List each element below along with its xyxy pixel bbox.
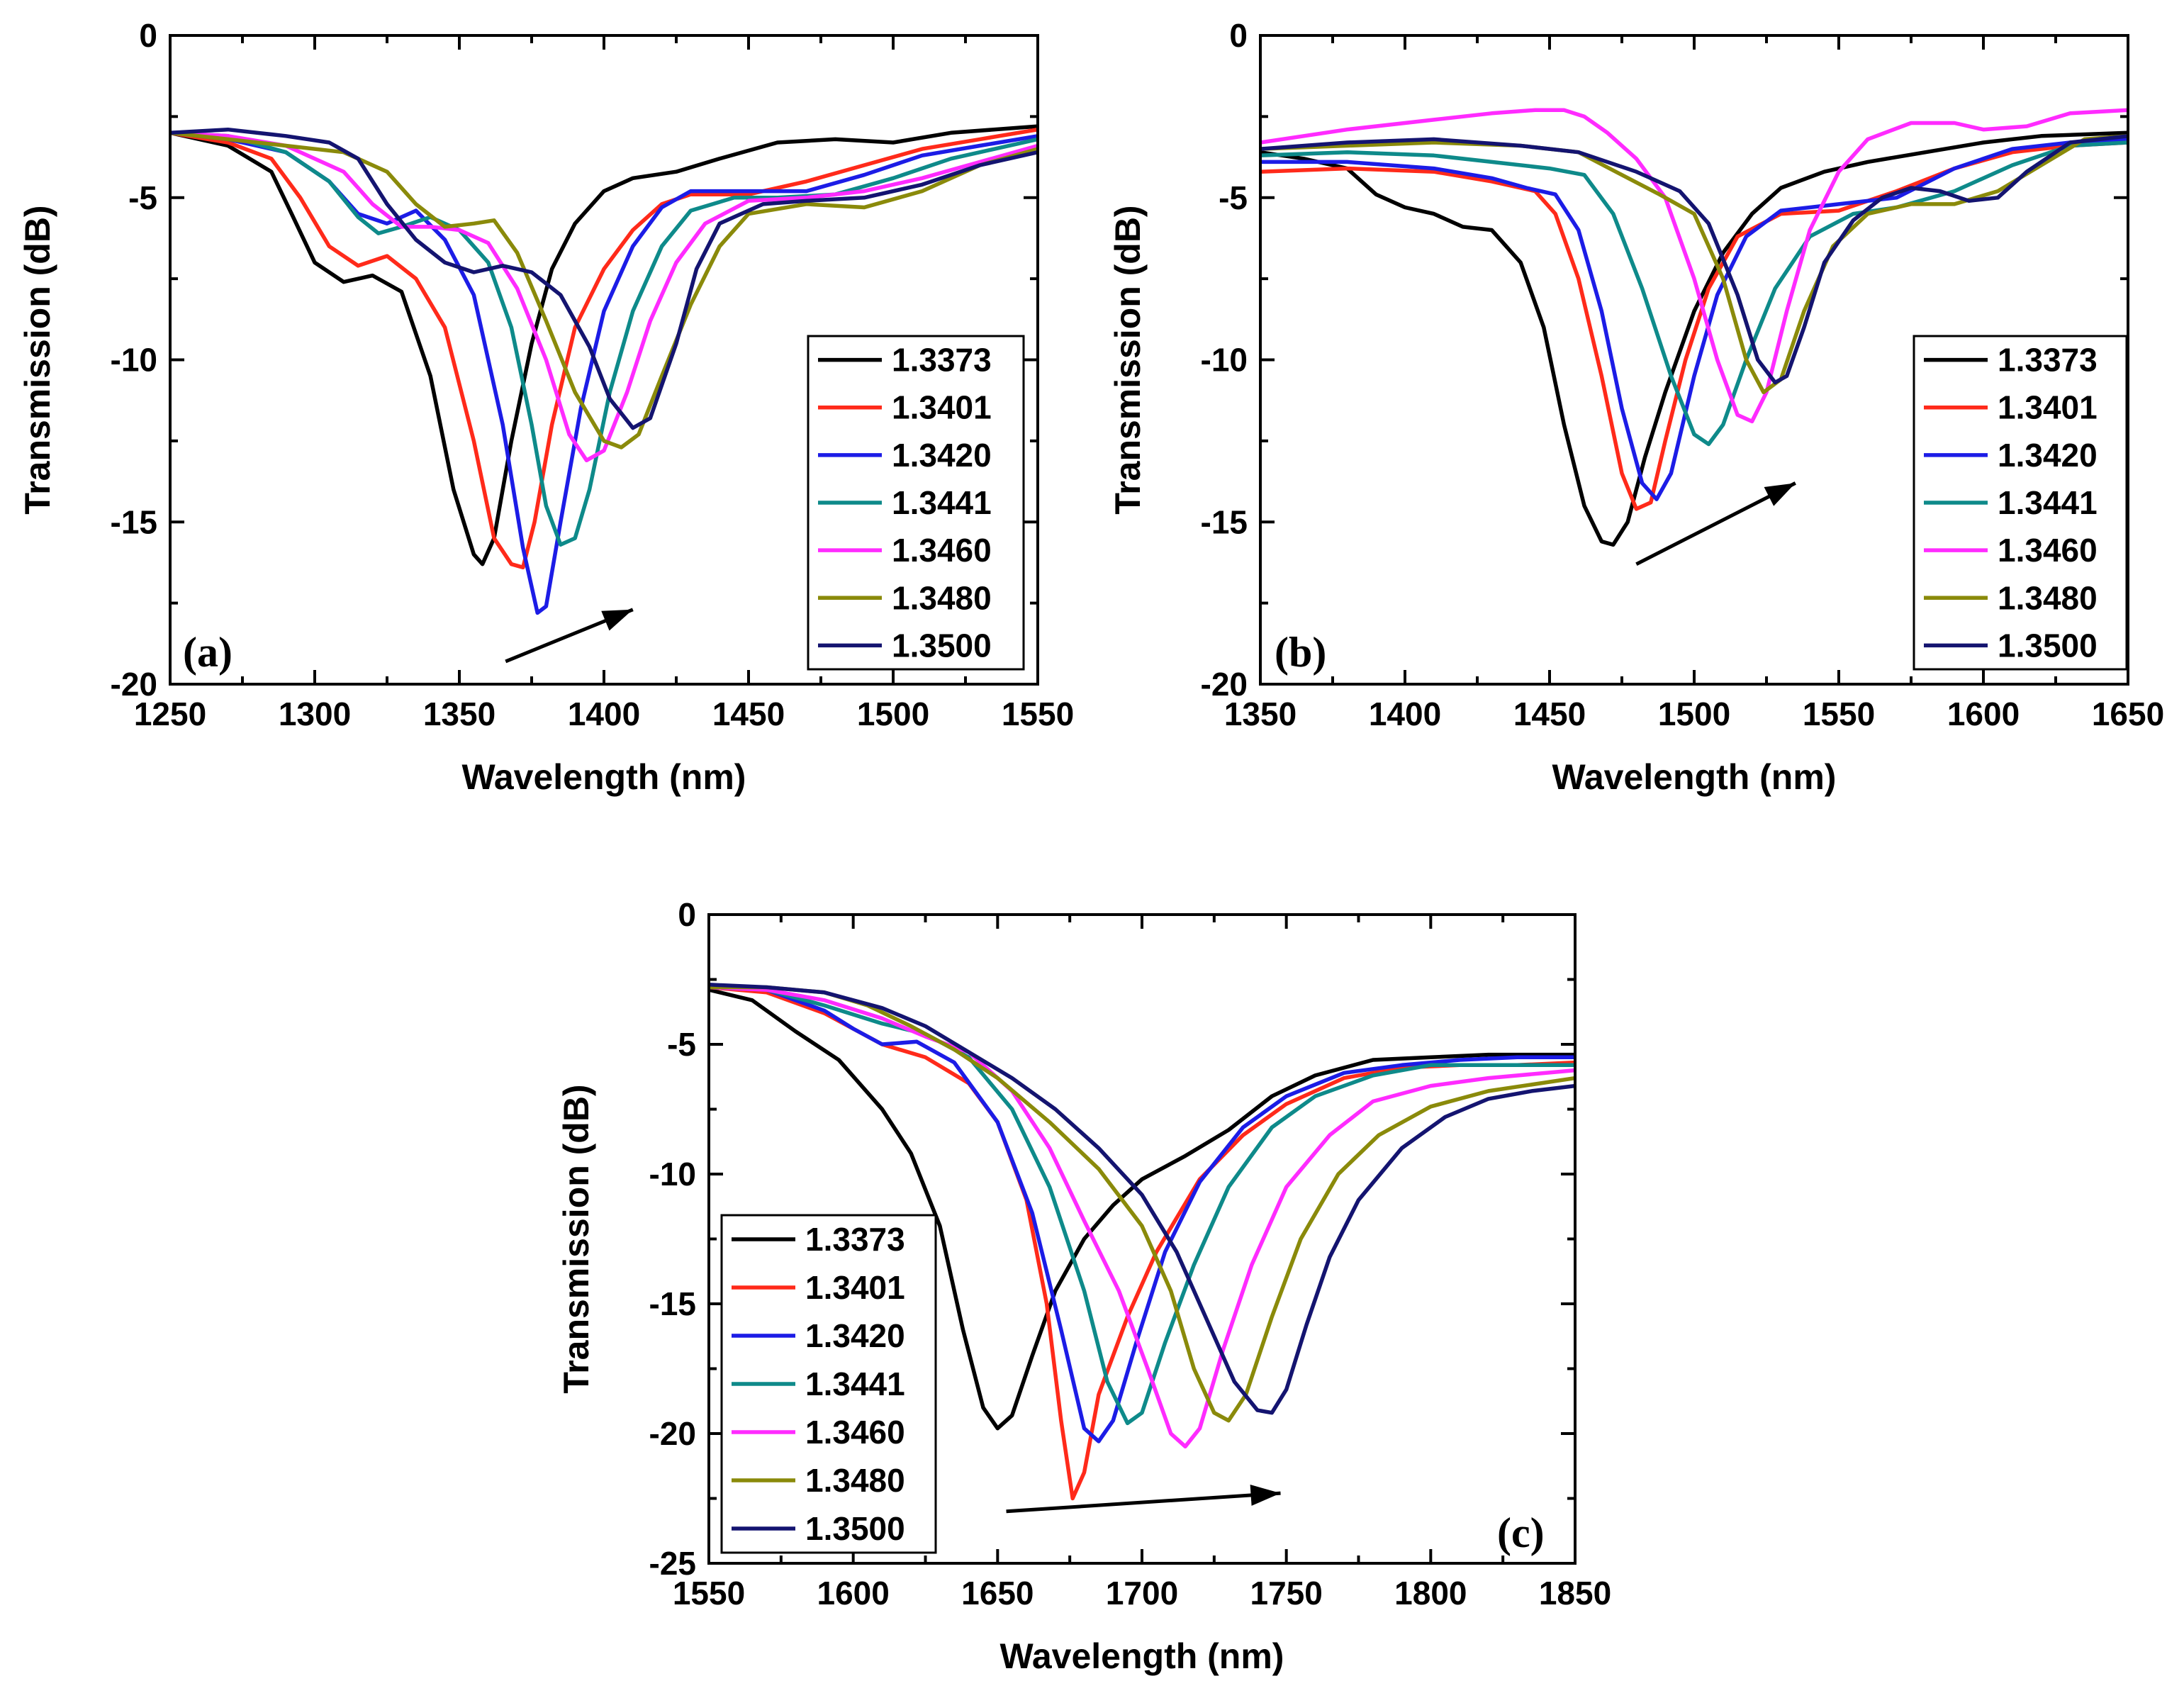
x-tick-label: 1750 bbox=[1250, 1575, 1322, 1612]
series-line-1-3480 bbox=[709, 985, 1575, 1423]
x-axis-title: Wavelength (nm) bbox=[1552, 757, 1837, 797]
x-tick-label: 1350 bbox=[1224, 696, 1297, 732]
panel-label: (b) bbox=[1275, 629, 1326, 676]
chart-panel-a: 1250 1300 1350 1400 1450 1500 1550 0 -5 -10 -15 -20… bbox=[18, 17, 1074, 797]
series-line-1-3420 bbox=[1260, 137, 2128, 501]
series-line-1-3460 bbox=[170, 130, 1038, 463]
x-tick-label: 1500 bbox=[1658, 696, 1730, 732]
series-line-1-3480 bbox=[170, 130, 1038, 449]
y-tick-label: -15 bbox=[111, 503, 157, 540]
x-tick-label: 1850 bbox=[1539, 1575, 1611, 1612]
x-tick-label: 1450 bbox=[1513, 696, 1586, 732]
legend-label: 1.3420 bbox=[805, 1317, 905, 1354]
series-line-1-3420 bbox=[709, 985, 1575, 1443]
x-tick-label: 1300 bbox=[279, 696, 351, 732]
legend-label: 1.3460 bbox=[892, 532, 992, 569]
series-line-1-3460 bbox=[709, 985, 1575, 1449]
y-tick-label: -10 bbox=[111, 342, 157, 379]
legend-label: 1.3460 bbox=[1998, 532, 2098, 569]
series-line-1-3441 bbox=[1260, 140, 2128, 447]
chart-panel-b: 1350 1400 1450 1500 1550 1600 1650 0 -5 -10 -15 -20… bbox=[1108, 17, 2164, 797]
series-line-1-3500 bbox=[170, 127, 1038, 430]
x-tick-label: 1400 bbox=[568, 696, 640, 732]
legend-label: 1.3441 bbox=[1998, 484, 2098, 521]
y-tick-label: -5 bbox=[1219, 179, 1248, 216]
y-axis-title: Transmission (dB) bbox=[1108, 205, 1148, 514]
y-axis-title: Transmission (dB) bbox=[556, 1084, 596, 1393]
x-tick-label: 1550 bbox=[1803, 696, 1875, 732]
x-tick-label: 1250 bbox=[134, 696, 206, 732]
legend-label: 1.3441 bbox=[892, 484, 992, 521]
y-tick-label: 0 bbox=[1229, 17, 1248, 54]
legend-label: 1.3480 bbox=[805, 1462, 905, 1499]
panel-label: (a) bbox=[183, 629, 233, 676]
y-tick-label: -15 bbox=[649, 1285, 696, 1322]
legend-label: 1.3500 bbox=[1998, 627, 2098, 664]
x-tick-label: 1350 bbox=[423, 696, 495, 732]
y-tick-label: -10 bbox=[1201, 342, 1248, 379]
shift-arrow-head bbox=[1250, 1484, 1281, 1506]
y-tick-label: -20 bbox=[1201, 666, 1248, 703]
y-tick-label: -20 bbox=[111, 666, 157, 703]
x-tick-label: 1450 bbox=[712, 696, 785, 732]
y-tick-label: 0 bbox=[139, 17, 157, 54]
legend-label: 1.3373 bbox=[805, 1221, 905, 1258]
y-tick-label: -15 bbox=[1201, 503, 1248, 540]
legend-label: 1.3500 bbox=[892, 627, 992, 664]
x-tick-label: 1600 bbox=[817, 1575, 889, 1612]
series-line-1-3500 bbox=[709, 983, 1575, 1415]
legend-label: 1.3480 bbox=[1998, 579, 2098, 616]
y-tick-label: -5 bbox=[128, 179, 157, 216]
series-line-1-3373 bbox=[170, 124, 1038, 566]
x-tick-label: 1400 bbox=[1369, 696, 1441, 732]
legend-label: 1.3373 bbox=[1998, 342, 2098, 379]
legend-label: 1.3420 bbox=[892, 437, 992, 474]
x-tick-label: 1550 bbox=[1002, 696, 1074, 732]
x-tick-label: 1700 bbox=[1106, 1575, 1178, 1612]
y-tick-label: -10 bbox=[649, 1156, 696, 1192]
legend-label: 1.3420 bbox=[1998, 437, 2098, 474]
series-line-1-3460 bbox=[1260, 108, 2128, 424]
shift-arrow-head bbox=[601, 609, 633, 631]
shift-arrow-line bbox=[1006, 1491, 1281, 1514]
x-tick-label: 1550 bbox=[673, 1575, 745, 1612]
legend-label: 1.3460 bbox=[805, 1414, 905, 1451]
x-tick-label: 1600 bbox=[1947, 696, 2020, 732]
legend-label: 1.3373 bbox=[892, 342, 992, 379]
panel-label: (c) bbox=[1497, 1509, 1545, 1556]
legend-box bbox=[720, 1214, 937, 1554]
y-tick-label: -25 bbox=[649, 1545, 696, 1582]
legend-label: 1.3441 bbox=[805, 1365, 905, 1402]
x-axis-title: Wavelength (nm) bbox=[1000, 1636, 1284, 1676]
legend-label: 1.3401 bbox=[1998, 389, 2098, 426]
y-tick-label: -20 bbox=[649, 1415, 696, 1452]
series-line-1-3401 bbox=[1260, 140, 2128, 511]
legend-label: 1.3480 bbox=[892, 579, 992, 616]
series-line-1-3441 bbox=[709, 985, 1575, 1426]
legend-label: 1.3500 bbox=[805, 1510, 905, 1547]
series-line-1-3373 bbox=[1260, 130, 2128, 547]
series-line-1-3401 bbox=[170, 127, 1038, 570]
y-tick-label: -5 bbox=[667, 1026, 696, 1063]
x-tick-label: 1800 bbox=[1394, 1575, 1467, 1612]
y-axis-title: Transmission (dB) bbox=[18, 205, 57, 514]
y-tick-label: 0 bbox=[678, 896, 696, 933]
shift-arrow-head bbox=[1764, 483, 1796, 506]
series-line-1-3420 bbox=[170, 130, 1038, 615]
legend-label: 1.3401 bbox=[892, 389, 992, 426]
series-line-1-3373 bbox=[709, 988, 1575, 1431]
x-tick-label: 1650 bbox=[961, 1575, 1034, 1612]
x-tick-label: 1650 bbox=[2092, 696, 2164, 732]
x-axis-title: Wavelength (nm) bbox=[462, 757, 746, 797]
legend-label: 1.3401 bbox=[805, 1269, 905, 1306]
chart-panel-c: 1550 1600 1650 1700 1750 1800 1850 0 -5 -10 -15 -20… bbox=[556, 896, 1611, 1676]
series-line-1-3500 bbox=[1260, 134, 2128, 385]
series-line-1-3441 bbox=[170, 130, 1038, 547]
series-line-1-3401 bbox=[709, 985, 1575, 1501]
x-tick-label: 1500 bbox=[857, 696, 929, 732]
